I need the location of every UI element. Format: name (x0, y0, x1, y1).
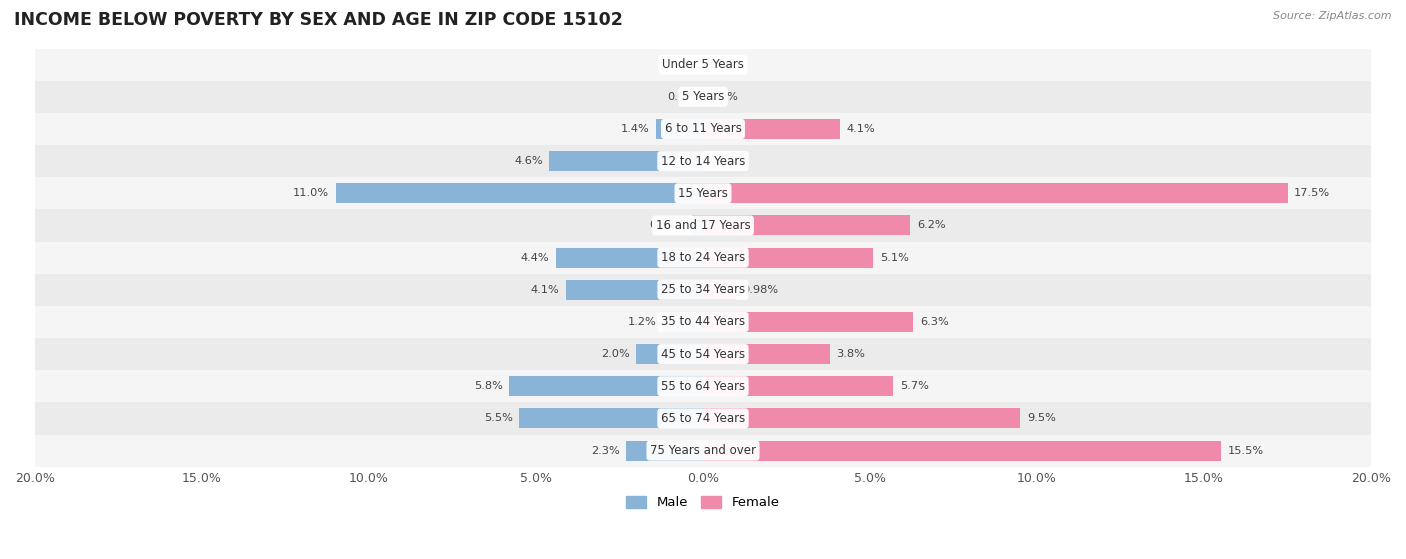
Bar (555, 248, 703, 268)
Bar (703, 312, 914, 332)
Text: 0.98%: 0.98% (742, 285, 779, 295)
Text: 65 to 74 Years: 65 to 74 Years (661, 412, 745, 425)
Text: 5.7%: 5.7% (900, 381, 929, 391)
Bar (35, 113, 1371, 145)
Bar (703, 280, 735, 300)
Bar (35, 49, 1371, 80)
Text: 0.34%: 0.34% (650, 220, 685, 230)
Text: 1.4%: 1.4% (621, 124, 650, 134)
Text: 15.5%: 15.5% (1227, 446, 1264, 456)
Text: 4.1%: 4.1% (846, 124, 876, 134)
Text: 5.8%: 5.8% (474, 381, 502, 391)
Text: INCOME BELOW POVERTY BY SEX AND AGE IN ZIP CODE 15102: INCOME BELOW POVERTY BY SEX AND AGE IN Z… (14, 11, 623, 29)
Bar (703, 376, 893, 396)
Text: 12 to 14 Years: 12 to 14 Years (661, 155, 745, 168)
Text: 0.0%: 0.0% (710, 156, 738, 166)
Bar (657, 119, 703, 139)
Text: 2.0%: 2.0% (600, 349, 630, 359)
Text: 15 Years: 15 Years (678, 187, 728, 200)
Bar (626, 440, 703, 461)
Bar (35, 370, 1371, 402)
Text: 45 to 54 Years: 45 to 54 Years (661, 348, 745, 361)
Bar (703, 248, 873, 268)
Bar (636, 344, 703, 364)
Bar (35, 145, 1371, 177)
Text: 5.1%: 5.1% (880, 253, 908, 263)
Text: 1.2%: 1.2% (627, 317, 657, 327)
Bar (336, 183, 703, 203)
Bar (35, 434, 1371, 467)
Text: 4.4%: 4.4% (520, 253, 550, 263)
Bar (509, 376, 703, 396)
Bar (703, 344, 830, 364)
Bar (703, 440, 1220, 461)
Text: Under 5 Years: Under 5 Years (662, 58, 744, 71)
Text: 9.5%: 9.5% (1026, 414, 1056, 424)
Text: 18 to 24 Years: 18 to 24 Years (661, 251, 745, 264)
Text: 75 Years and over: 75 Years and over (650, 444, 756, 457)
Text: 6 to 11 Years: 6 to 11 Years (665, 122, 741, 135)
Text: 0.0%: 0.0% (710, 92, 738, 102)
Text: 4.1%: 4.1% (530, 285, 560, 295)
Bar (703, 215, 910, 235)
Text: 2.3%: 2.3% (591, 446, 620, 456)
Text: 5.5%: 5.5% (484, 414, 513, 424)
Text: 0.0%: 0.0% (710, 60, 738, 70)
Text: 0.0%: 0.0% (668, 92, 696, 102)
Bar (692, 215, 703, 235)
Text: 16 and 17 Years: 16 and 17 Years (655, 219, 751, 232)
Bar (519, 409, 703, 428)
Text: 25 to 34 Years: 25 to 34 Years (661, 283, 745, 296)
Text: 0.0%: 0.0% (668, 60, 696, 70)
Bar (35, 274, 1371, 306)
Bar (35, 241, 1371, 274)
Bar (703, 409, 1021, 428)
Text: 3.8%: 3.8% (837, 349, 866, 359)
Text: 6.3%: 6.3% (920, 317, 949, 327)
Bar (35, 402, 1371, 434)
Bar (567, 280, 703, 300)
Bar (662, 312, 703, 332)
Bar (35, 338, 1371, 370)
Text: 17.5%: 17.5% (1295, 188, 1330, 198)
Bar (35, 177, 1371, 210)
Bar (703, 119, 839, 139)
Text: 5 Years: 5 Years (682, 91, 724, 103)
Text: 6.2%: 6.2% (917, 220, 945, 230)
Bar (703, 183, 1288, 203)
Bar (35, 210, 1371, 241)
Bar (35, 80, 1371, 113)
Text: 4.6%: 4.6% (515, 156, 543, 166)
Text: Source: ZipAtlas.com: Source: ZipAtlas.com (1274, 11, 1392, 21)
Text: 35 to 44 Years: 35 to 44 Years (661, 315, 745, 329)
Legend: Male, Female: Male, Female (621, 490, 785, 514)
Text: 11.0%: 11.0% (292, 188, 329, 198)
Bar (35, 306, 1371, 338)
Text: 55 to 64 Years: 55 to 64 Years (661, 380, 745, 393)
Bar (550, 151, 703, 171)
